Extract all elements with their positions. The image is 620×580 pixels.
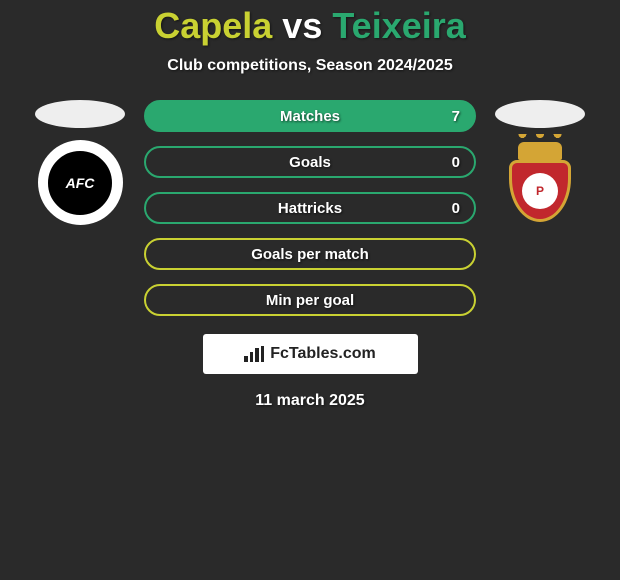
player1-photo [35, 100, 125, 128]
player2-photo [495, 100, 585, 128]
club-badge-initials: AFC [44, 147, 116, 219]
bar-chart-icon [244, 346, 264, 362]
player1-club-badge: AFC [38, 140, 123, 225]
stats-list: Matches 7 Goals 0 Hattricks 0 Goals per match M… [140, 100, 480, 316]
stat-label: Matches [280, 108, 340, 125]
player2-name: Teixeira [332, 5, 465, 46]
stat-label: Hattricks [278, 200, 342, 217]
stat-value-right: 0 [452, 200, 460, 217]
club-crest: P [498, 140, 583, 225]
stat-value-right: 0 [452, 154, 460, 171]
stat-row: Matches 7 [144, 100, 476, 132]
player2-column: P [480, 100, 600, 225]
shield-icon: P [509, 160, 571, 222]
stat-row: Min per goal [144, 284, 476, 316]
comparison-card: Capela vs Teixeira Club competitions, Se… [0, 0, 620, 580]
subtitle: Club competitions, Season 2024/2025 [0, 57, 620, 75]
player2-club-badge: P [498, 140, 583, 225]
vs-label: vs [282, 5, 322, 46]
stat-label: Goals [289, 154, 331, 171]
player1-column: AFC [20, 100, 140, 225]
stat-label: Goals per match [251, 246, 369, 263]
player1-name: Capela [154, 5, 272, 46]
stat-row: Goals per match [144, 238, 476, 270]
stat-label: Min per goal [266, 292, 354, 309]
watermark: FcTables.com [203, 334, 418, 374]
stats-area: AFC Matches 7 Goals 0 Hattricks 0 Goals per ma… [0, 100, 620, 316]
stat-row: Goals 0 [144, 146, 476, 178]
crown-icon [518, 142, 562, 160]
watermark-text: FcTables.com [270, 345, 376, 363]
stat-value-right: 7 [452, 108, 460, 125]
club-badge-initials: P [522, 173, 558, 209]
page-title: Capela vs Teixeira [0, 5, 620, 47]
stat-row: Hattricks 0 [144, 192, 476, 224]
date-label: 11 march 2025 [0, 392, 620, 410]
